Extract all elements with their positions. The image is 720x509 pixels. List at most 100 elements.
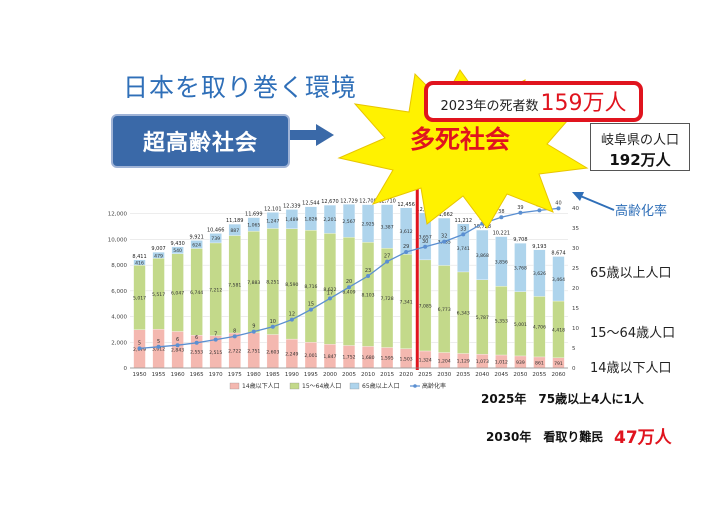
- bar-value-label: 540: [173, 248, 182, 254]
- many-deaths-society-text: 多死社会: [410, 125, 510, 154]
- bar-value-label: 7,341: [400, 299, 413, 305]
- x-tick-label: 2020: [399, 372, 413, 378]
- aging-rate-point: [175, 343, 180, 348]
- aging-society-box: 超高齢社会: [111, 114, 290, 168]
- bar-65plus: [228, 223, 241, 236]
- aging-rate-label: 32: [441, 234, 447, 240]
- aging-rate-label: 29: [403, 244, 409, 250]
- aging-rate-label: 6: [176, 337, 179, 343]
- legend-swatch: [289, 382, 300, 390]
- aging-rate-point: [518, 210, 523, 215]
- x-tick-label: 1975: [228, 372, 242, 378]
- aging-rate-label: 17: [327, 290, 333, 296]
- y-tick-label: 2,000: [111, 340, 127, 346]
- label-15to64: 15～64歳人口: [590, 326, 676, 341]
- bar-value-label: 479: [154, 253, 163, 259]
- bar-65plus: [342, 204, 356, 238]
- x-tick-label: 2010: [361, 372, 375, 378]
- bar-65plus: [323, 204, 337, 234]
- bar-total-label: 12,710: [378, 199, 396, 205]
- aging-rate-point: [366, 274, 371, 278]
- x-tick-label: 2060: [551, 372, 565, 378]
- x-tick-label: 2025: [418, 372, 432, 378]
- aging-rate-label: 39: [517, 205, 523, 211]
- bar-value-label: 8,251: [266, 279, 279, 285]
- bar-value-label: 1,489: [285, 217, 298, 223]
- bar-value-label: 1,324: [419, 357, 432, 363]
- y-tick-label: 0: [124, 366, 128, 372]
- bar-65plus: [400, 207, 413, 255]
- gifu-population-box: 岐阜県の人口 192万人: [590, 123, 690, 171]
- bar-total-label: 12,729: [340, 198, 358, 204]
- legend-label: 15～64歳人口: [302, 382, 341, 390]
- aging-rate-point: [194, 340, 199, 345]
- bar-value-label: 1,204: [438, 358, 451, 364]
- bar-value-label: 2,515: [209, 350, 222, 356]
- bar-65plus: [495, 236, 508, 287]
- bar-65plus: [133, 259, 146, 266]
- y-tick-label: 12,000: [108, 212, 128, 218]
- bar-value-label: 1,012: [495, 359, 508, 365]
- bar-value-label: 6,773: [438, 307, 451, 313]
- aging-rate-label: 20: [346, 279, 352, 285]
- bar-total-label: 12,339: [283, 203, 301, 209]
- x-tick-label: 1985: [266, 372, 280, 378]
- bar-value-label: 7,085: [419, 303, 432, 309]
- aging-rate-label: 12: [289, 312, 295, 318]
- y2-tick-label: 25: [572, 266, 579, 272]
- bar-value-label: 3,741: [457, 246, 470, 252]
- y2-tick-label: 5: [572, 346, 576, 352]
- bar-value-label: 1,065: [247, 222, 260, 228]
- x-tick-label: 1970: [209, 372, 223, 378]
- bar-value-label: 1,826: [304, 216, 317, 222]
- bar-value-label: 3,012: [152, 347, 165, 353]
- aging-rate-point: [537, 208, 542, 213]
- aging-rate-point: [461, 232, 466, 237]
- aging-rate-point: [289, 317, 294, 322]
- y2-tick-label: 15: [572, 306, 579, 312]
- bar-total-label: 8,411: [132, 254, 146, 260]
- bar-value-label: 4,418: [552, 327, 565, 333]
- bar-value-label: 7,728: [381, 296, 394, 302]
- bar-value-label: 2,603: [266, 349, 279, 355]
- aging-rate-label: 40: [555, 200, 561, 206]
- x-tick-label: 2000: [323, 372, 337, 378]
- bar-total-label: 11,212: [455, 218, 473, 224]
- aging-rate-point: [270, 324, 275, 329]
- aging-rate-label: 30: [422, 239, 428, 245]
- aging-rate-point: [251, 329, 256, 334]
- bar-value-label: 887: [230, 228, 239, 234]
- bar-value-label: 2,201: [323, 217, 336, 223]
- y-tick-label: 6,000: [111, 289, 127, 295]
- bar-value-label: 1,680: [361, 355, 374, 361]
- bar-value-label: 8,622: [323, 287, 336, 293]
- legend-marker: [413, 384, 417, 388]
- label-under14: 14歳以下人口: [590, 361, 672, 376]
- legend-label: 高齢化率: [422, 382, 446, 390]
- x-tick-label: 2015: [380, 372, 394, 378]
- bar-value-label: 624: [192, 242, 201, 248]
- x-tick-label: 1960: [171, 372, 185, 378]
- bar-value-label: 2,567: [342, 219, 355, 225]
- bar-total-label: 9,430: [170, 241, 184, 247]
- bar-value-label: 8,716: [304, 284, 317, 290]
- bar-value-label: 5,017: [133, 295, 146, 301]
- bar-total-label: 10,728: [474, 224, 492, 230]
- bar-65plus: [476, 229, 489, 280]
- aging-rate-point: [213, 337, 218, 342]
- y-tick-label: 8,000: [111, 263, 127, 269]
- aging-rate-label: 23: [365, 268, 371, 274]
- bar-value-label: 1,752: [342, 355, 355, 361]
- bar-value-label: 3,626: [533, 271, 546, 277]
- chart-legend: 14歳以下人口 15～64歳人口 65歳以上人口 高齢化率: [229, 382, 446, 390]
- bar-65plus: [247, 217, 260, 232]
- bar-value-label: 939: [516, 360, 525, 366]
- bar-65plus: [304, 206, 317, 231]
- bar-value-label: 1,247: [266, 218, 279, 224]
- bar-65plus: [152, 252, 165, 259]
- chart-axes: 0 2,000 4,000 6,000 8,000 10,000 12,000 0 5 10 15 2…: [108, 206, 580, 378]
- bar-65plus: [381, 204, 394, 249]
- bar-value-label: 3,868: [476, 253, 489, 259]
- bar-value-label: 2,751: [247, 348, 260, 354]
- aging-rate-point: [385, 259, 390, 264]
